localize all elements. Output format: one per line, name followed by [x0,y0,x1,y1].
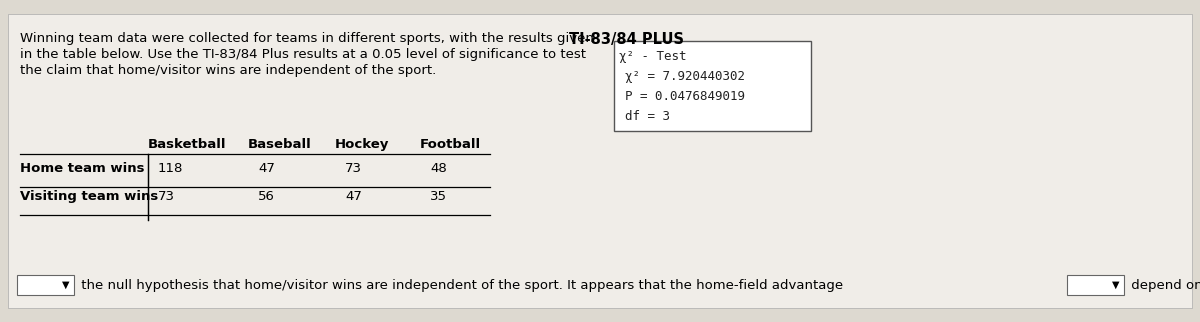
Text: 35: 35 [430,190,446,203]
Text: P = 0.0476849019: P = 0.0476849019 [625,90,745,103]
Text: the claim that home/visitor wins are independent of the sport.: the claim that home/visitor wins are ind… [20,64,437,77]
FancyBboxPatch shape [614,41,811,131]
Text: 118: 118 [158,162,184,175]
Text: Home team wins: Home team wins [20,162,144,175]
Text: TI-83/84 PLUS: TI-83/84 PLUS [569,32,684,47]
Text: depend on the sport.: depend on the sport. [1127,279,1200,292]
Text: ▼: ▼ [61,280,70,290]
FancyBboxPatch shape [1067,275,1124,295]
Text: 48: 48 [430,162,446,175]
Text: χ² = 7.920440302: χ² = 7.920440302 [625,70,745,83]
Text: Winning team data were collected for teams in different sports, with the results: Winning team data were collected for tea… [20,32,602,45]
Text: 73: 73 [346,162,362,175]
Text: df = 3: df = 3 [625,110,670,123]
Text: 73: 73 [158,190,175,203]
Text: Basketball: Basketball [148,138,227,151]
Text: Hockey: Hockey [335,138,389,151]
Text: χ² - Test: χ² - Test [619,50,686,63]
Text: Football: Football [420,138,481,151]
FancyBboxPatch shape [8,14,1192,308]
Text: 47: 47 [258,162,275,175]
Text: 56: 56 [258,190,275,203]
Text: ▼: ▼ [1111,280,1120,290]
FancyBboxPatch shape [17,275,74,295]
Text: the null hypothesis that home/visitor wins are independent of the sport. It appe: the null hypothesis that home/visitor wi… [77,279,844,292]
Text: in the table below. Use the TI-83/84 Plus results at a 0.05 level of significanc: in the table below. Use the TI-83/84 Plu… [20,48,586,61]
Text: Visiting team wins: Visiting team wins [20,190,158,203]
Text: 47: 47 [346,190,362,203]
Text: Baseball: Baseball [248,138,312,151]
